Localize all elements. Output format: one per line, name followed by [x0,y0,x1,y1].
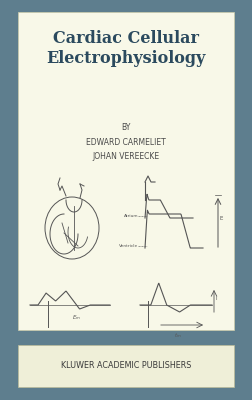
Text: KLUWER ACADEMIC PUBLISHERS: KLUWER ACADEMIC PUBLISHERS [61,362,191,370]
Text: Atrium: Atrium [123,214,138,218]
Text: $E_m$: $E_m$ [72,313,81,322]
Text: i: i [216,296,217,302]
Text: E: E [220,216,223,222]
Text: Cardiac Cellular
Electrophysiology: Cardiac Cellular Electrophysiology [46,30,206,67]
Text: Ventricle: Ventricle [119,244,138,248]
Bar [18,12,234,330]
Text: BY
EDWARD CARMELIET
JOHAN VEREECKE: BY EDWARD CARMELIET JOHAN VEREECKE [86,123,166,161]
Bar [18,345,234,387]
Text: $t_m$: $t_m$ [174,331,182,340]
